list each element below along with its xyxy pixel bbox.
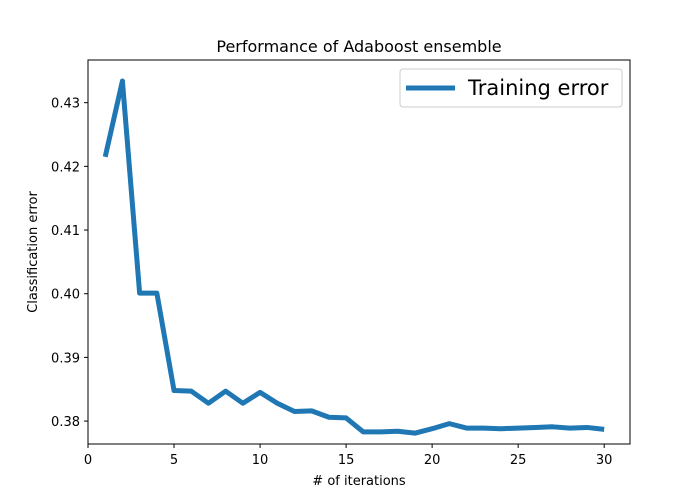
x-tick-label: 0 bbox=[84, 453, 92, 468]
x-axis: 0 5 10 15 20 25 30 bbox=[84, 444, 613, 468]
y-tick-label: 0.43 bbox=[51, 97, 80, 112]
x-tick-label: 20 bbox=[424, 453, 441, 468]
x-tick-label: 5 bbox=[170, 453, 178, 468]
plot-frame bbox=[88, 60, 630, 444]
x-axis-label: # of iterations bbox=[312, 474, 406, 489]
legend: Training error bbox=[400, 69, 622, 107]
y-tick-label: 0.42 bbox=[51, 160, 80, 175]
x-tick-label: 30 bbox=[596, 453, 613, 468]
x-tick-label: 10 bbox=[252, 453, 269, 468]
x-tick-label: 25 bbox=[510, 453, 527, 468]
y-tick-label: 0.41 bbox=[51, 224, 80, 239]
series-line-training-error bbox=[105, 81, 604, 433]
chart-title: Performance of Adaboost ensemble bbox=[216, 37, 501, 56]
legend-label-training-error: Training error bbox=[467, 76, 609, 100]
plot-layer bbox=[105, 81, 604, 433]
y-tick-label: 0.39 bbox=[51, 351, 80, 366]
y-tick-label: 0.40 bbox=[51, 288, 80, 303]
y-axis-label: Classification error bbox=[26, 191, 41, 313]
y-axis: 0.38 0.39 0.40 0.41 0.42 0.43 bbox=[51, 97, 88, 430]
x-tick-label: 15 bbox=[338, 453, 355, 468]
y-tick-label: 0.38 bbox=[51, 415, 80, 430]
